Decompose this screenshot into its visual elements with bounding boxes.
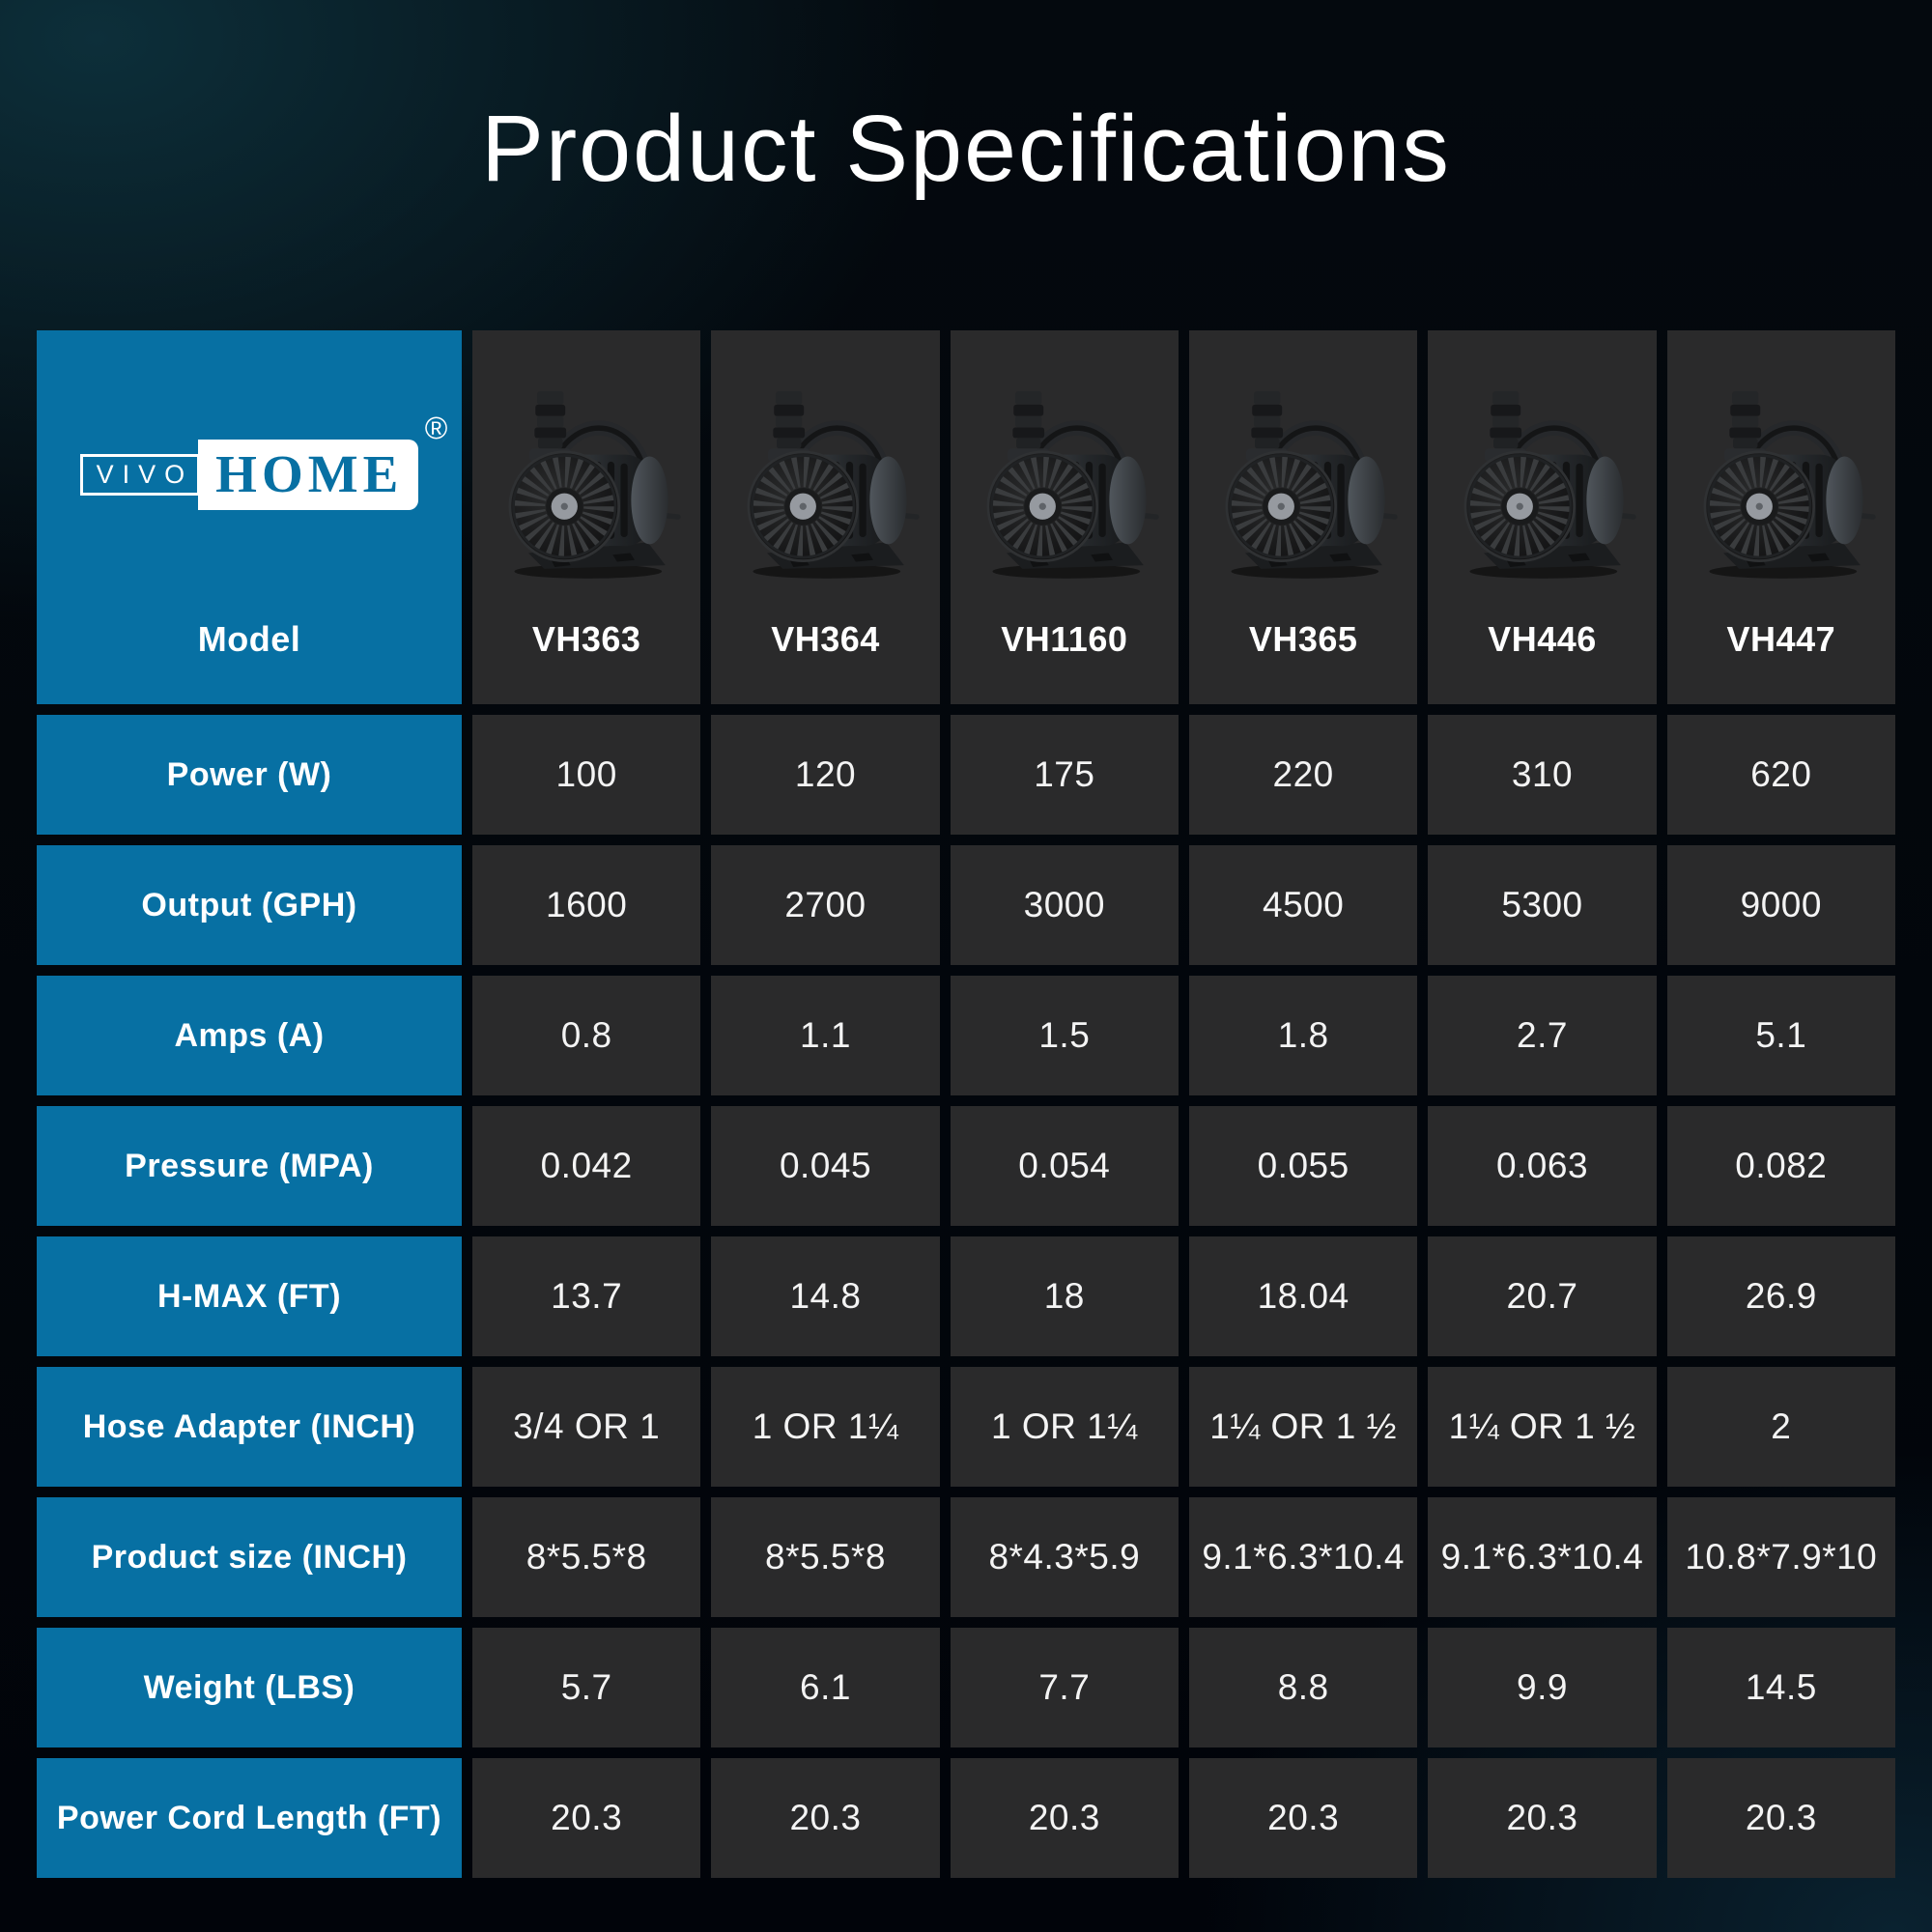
spec-value-cell: 20.7 (1428, 1236, 1657, 1356)
logo-vivo-box: VIVO (79, 454, 201, 496)
model-name: VH363 (531, 619, 641, 659)
model-name: VH364 (771, 619, 880, 659)
spec-value-cell: 2700 (711, 845, 940, 965)
spec-value-cell: 26.9 (1666, 1236, 1895, 1356)
pump-photo-icon (951, 330, 1179, 619)
model-column-header: VH365 (1188, 330, 1418, 704)
spec-value-cell: 0.082 (1666, 1106, 1895, 1226)
spec-value-cell: 8*4.3*5.9 (950, 1497, 1179, 1617)
pump-photo-icon (1428, 330, 1656, 619)
spec-value-cell: 5.1 (1666, 976, 1895, 1095)
spec-value-cell: 0.063 (1428, 1106, 1657, 1226)
model-name: VH365 (1248, 619, 1358, 659)
row-label: H-MAX (FT) (37, 1236, 462, 1356)
pump-photo-icon (1189, 330, 1417, 619)
spec-value-cell: 14.5 (1666, 1628, 1895, 1747)
spec-value-cell: 9.1*6.3*10.4 (1428, 1497, 1657, 1617)
spec-value-cell: 0.055 (1188, 1106, 1418, 1226)
brand-header-cell: VIVO HOME ® Model (37, 330, 462, 704)
spec-value-cell: 20.3 (1666, 1758, 1895, 1878)
spec-value-cell: 18 (950, 1236, 1179, 1356)
spec-value-cell: 20.3 (1188, 1758, 1418, 1878)
model-column-header: VH447 (1666, 330, 1895, 704)
spec-value-cell: 20.3 (1428, 1758, 1657, 1878)
pump-photo-icon (711, 330, 939, 619)
spec-value-cell: 20.3 (472, 1758, 701, 1878)
row-label: Hose Adapter (INCH) (37, 1367, 462, 1487)
spec-value-cell: 18.04 (1188, 1236, 1418, 1356)
row-label: Amps (A) (37, 976, 462, 1095)
spec-value-cell: 8*5.5*8 (472, 1497, 701, 1617)
spec-value-cell: 1.8 (1188, 976, 1418, 1095)
spec-value-cell: 310 (1428, 715, 1657, 835)
spec-value-cell: 0.8 (472, 976, 701, 1095)
registered-trademark-icon: ® (424, 411, 448, 445)
row-label: Power Cord Length (FT) (37, 1758, 462, 1878)
spec-value-cell: 1¼ OR 1 ½ (1188, 1367, 1418, 1487)
spec-value-cell: 8.8 (1188, 1628, 1418, 1747)
spec-value-cell: 175 (950, 715, 1179, 835)
spec-value-cell: 7.7 (950, 1628, 1179, 1747)
spec-value-cell: 620 (1666, 715, 1895, 835)
spec-value-cell: 3000 (950, 845, 1179, 965)
model-column-header: VH1160 (950, 330, 1179, 704)
vivohome-logo: VIVO HOME ® (79, 411, 447, 510)
spec-value-cell: 4500 (1188, 845, 1418, 965)
pump-photo-icon (472, 330, 700, 619)
spec-value-cell: 2 (1666, 1367, 1895, 1487)
model-row-label: Model (197, 619, 301, 659)
spec-value-cell: 9.9 (1428, 1628, 1657, 1747)
spec-value-cell: 120 (711, 715, 940, 835)
spec-value-cell: 8*5.5*8 (711, 1497, 940, 1617)
spec-value-cell: 6.1 (711, 1628, 940, 1747)
spec-value-cell: 1.1 (711, 976, 940, 1095)
spec-value-cell: 5.7 (472, 1628, 701, 1747)
spec-value-cell: 3/4 OR 1 (472, 1367, 701, 1487)
spec-value-cell: 1600 (472, 845, 701, 965)
page-title: Product Specifications (481, 96, 1451, 201)
spec-value-cell: 2.7 (1428, 976, 1657, 1095)
spec-value-cell: 100 (472, 715, 701, 835)
spec-value-cell: 5300 (1428, 845, 1657, 965)
spec-value-cell: 0.045 (711, 1106, 940, 1226)
model-name: VH1160 (1001, 619, 1128, 659)
model-name: VH446 (1488, 619, 1597, 659)
row-label: Pressure (MPA) (37, 1106, 462, 1226)
spec-value-cell: 9.1*6.3*10.4 (1188, 1497, 1418, 1617)
spec-value-cell: 220 (1188, 715, 1418, 835)
model-name: VH447 (1726, 619, 1836, 659)
spec-value-cell: 13.7 (472, 1236, 701, 1356)
row-label: Product size (INCH) (37, 1497, 462, 1617)
spec-value-cell: 20.3 (711, 1758, 940, 1878)
spec-value-cell: 9000 (1666, 845, 1895, 965)
model-column-header: VH363 (472, 330, 701, 704)
row-label: Power (W) (37, 715, 462, 835)
spec-value-cell: 14.8 (711, 1236, 940, 1356)
spec-value-cell: 0.042 (472, 1106, 701, 1226)
spec-value-cell: 0.054 (950, 1106, 1179, 1226)
spec-table: VIVO HOME ® Model VH363 VH364 VH1160 VH365 V… (37, 330, 1895, 1878)
pump-photo-icon (1667, 330, 1895, 619)
row-label: Output (GPH) (37, 845, 462, 965)
logo-home-box: HOME (198, 440, 419, 510)
row-label: Weight (LBS) (37, 1628, 462, 1747)
spec-value-cell: 1.5 (950, 976, 1179, 1095)
model-column-header: VH446 (1428, 330, 1657, 704)
spec-value-cell: 1¼ OR 1 ½ (1428, 1367, 1657, 1487)
spec-value-cell: 10.8*7.9*10 (1666, 1497, 1895, 1617)
model-column-header: VH364 (711, 330, 940, 704)
spec-value-cell: 1 OR 1¼ (950, 1367, 1179, 1487)
spec-value-cell: 20.3 (950, 1758, 1179, 1878)
spec-value-cell: 1 OR 1¼ (711, 1367, 940, 1487)
logo-area: VIVO HOME ® (79, 330, 447, 619)
